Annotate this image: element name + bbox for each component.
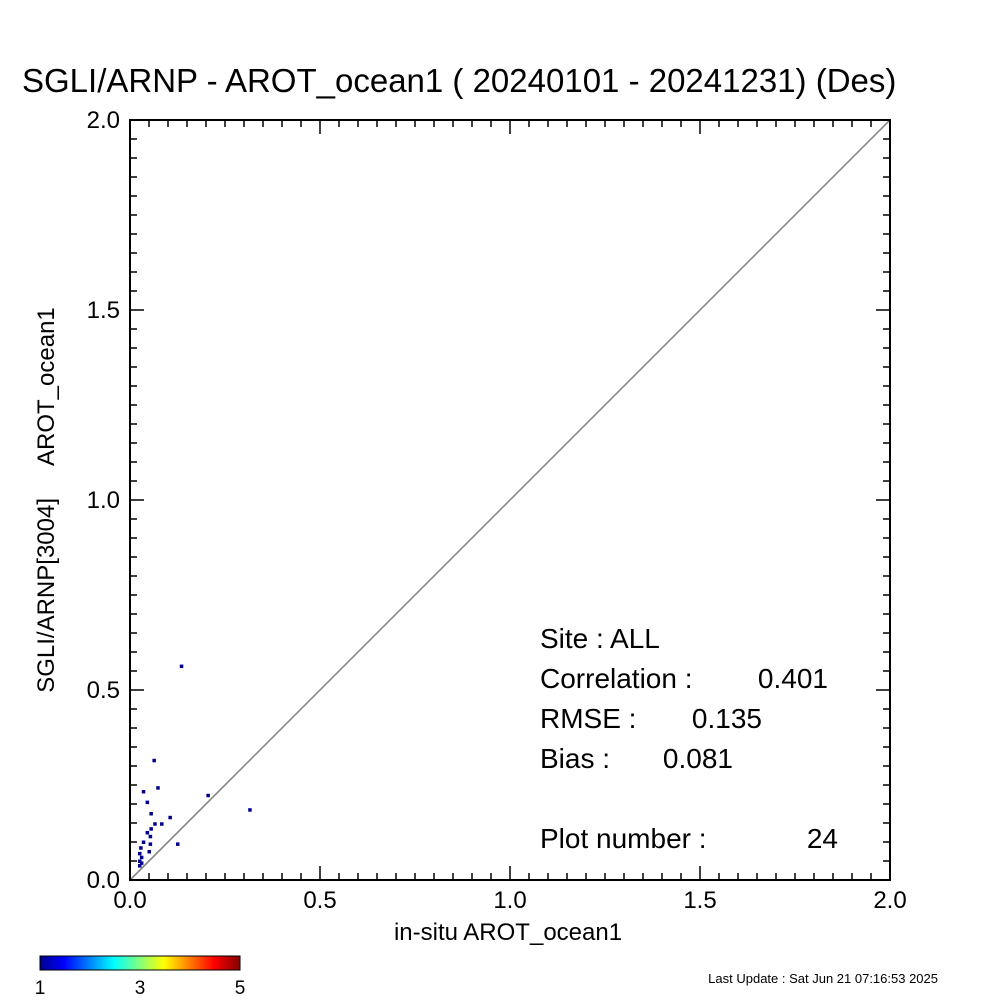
x-tick-label: 0.5 — [303, 887, 336, 914]
rmse-label: RMSE : — [540, 703, 636, 734]
data-point — [160, 822, 164, 826]
data-point — [139, 846, 143, 850]
y-tick-label: 1.5 — [87, 297, 120, 324]
colorbar-tick-label: 1 — [35, 978, 46, 999]
data-point — [139, 861, 144, 865]
chart-title: SGLI/ARNP - AROT_ocean1 ( 20240101 - 202… — [22, 62, 896, 99]
data-point — [147, 850, 151, 854]
data-point — [156, 786, 160, 790]
statistics-panel: Site : ALL Correlation : 0.401 RMSE : 0.… — [540, 623, 838, 854]
data-point — [138, 864, 142, 868]
data-point — [139, 855, 144, 860]
rmse-value: 0.135 — [692, 703, 762, 734]
site-text: Site : ALL — [540, 623, 660, 654]
x-tick-label: 1.5 — [683, 887, 716, 914]
data-point — [145, 800, 150, 805]
tick-marks — [129, 119, 891, 881]
plot-number-label: Plot number : — [540, 823, 707, 854]
colorbar-tick-labels: 1 3 5 — [35, 978, 246, 999]
data-point — [168, 815, 172, 820]
data-point — [145, 831, 150, 835]
data-point — [176, 842, 180, 846]
y-tick-label: 2.0 — [87, 107, 120, 134]
colorbar-tick-label: 3 — [135, 978, 146, 999]
data-point — [149, 812, 153, 816]
colorbar — [39, 955, 241, 971]
one-to-one-line — [129, 119, 891, 881]
data-point — [141, 840, 146, 844]
data-point — [153, 822, 157, 826]
y-tick-label: 0.0 — [87, 867, 120, 894]
data-point — [138, 851, 142, 856]
data-point — [248, 808, 252, 812]
x-axis-label: in-situ AROT_ocean1 — [394, 919, 622, 946]
x-tick-label: 2.0 — [873, 887, 906, 914]
data-point — [149, 827, 153, 831]
plot-number-value: 24 — [807, 823, 838, 854]
y-tick-label: 0.5 — [87, 677, 120, 704]
x-tick-label: 1.0 — [493, 887, 526, 914]
data-point — [148, 834, 153, 839]
y-tick-labels: 0.0 0.5 1.0 1.5 2.0 — [87, 107, 120, 894]
last-update-text: Last Update : Sat Jun 21 07:16:53 2025 — [708, 971, 938, 986]
data-point — [138, 859, 142, 863]
data-point — [206, 793, 210, 798]
bias-value: 0.081 — [663, 743, 733, 774]
plot-frame — [129, 119, 891, 881]
data-point — [141, 789, 146, 794]
correlation-label: Correlation : — [540, 663, 693, 694]
x-tick-labels: 0.0 0.5 1.0 1.5 2.0 — [113, 887, 906, 914]
data-point — [152, 758, 156, 763]
y-axis-label: SGLI/ARNP[3004] AROT_ocean1 — [33, 307, 60, 693]
bias-label: Bias : — [540, 743, 610, 774]
data-point — [179, 664, 184, 669]
colorbar-tick-label: 5 — [235, 978, 246, 999]
correlation-value: 0.401 — [758, 663, 828, 694]
data-points — [138, 664, 252, 868]
data-point — [148, 842, 153, 846]
y-tick-label: 1.0 — [87, 487, 120, 514]
x-tick-label: 0.0 — [113, 887, 146, 914]
